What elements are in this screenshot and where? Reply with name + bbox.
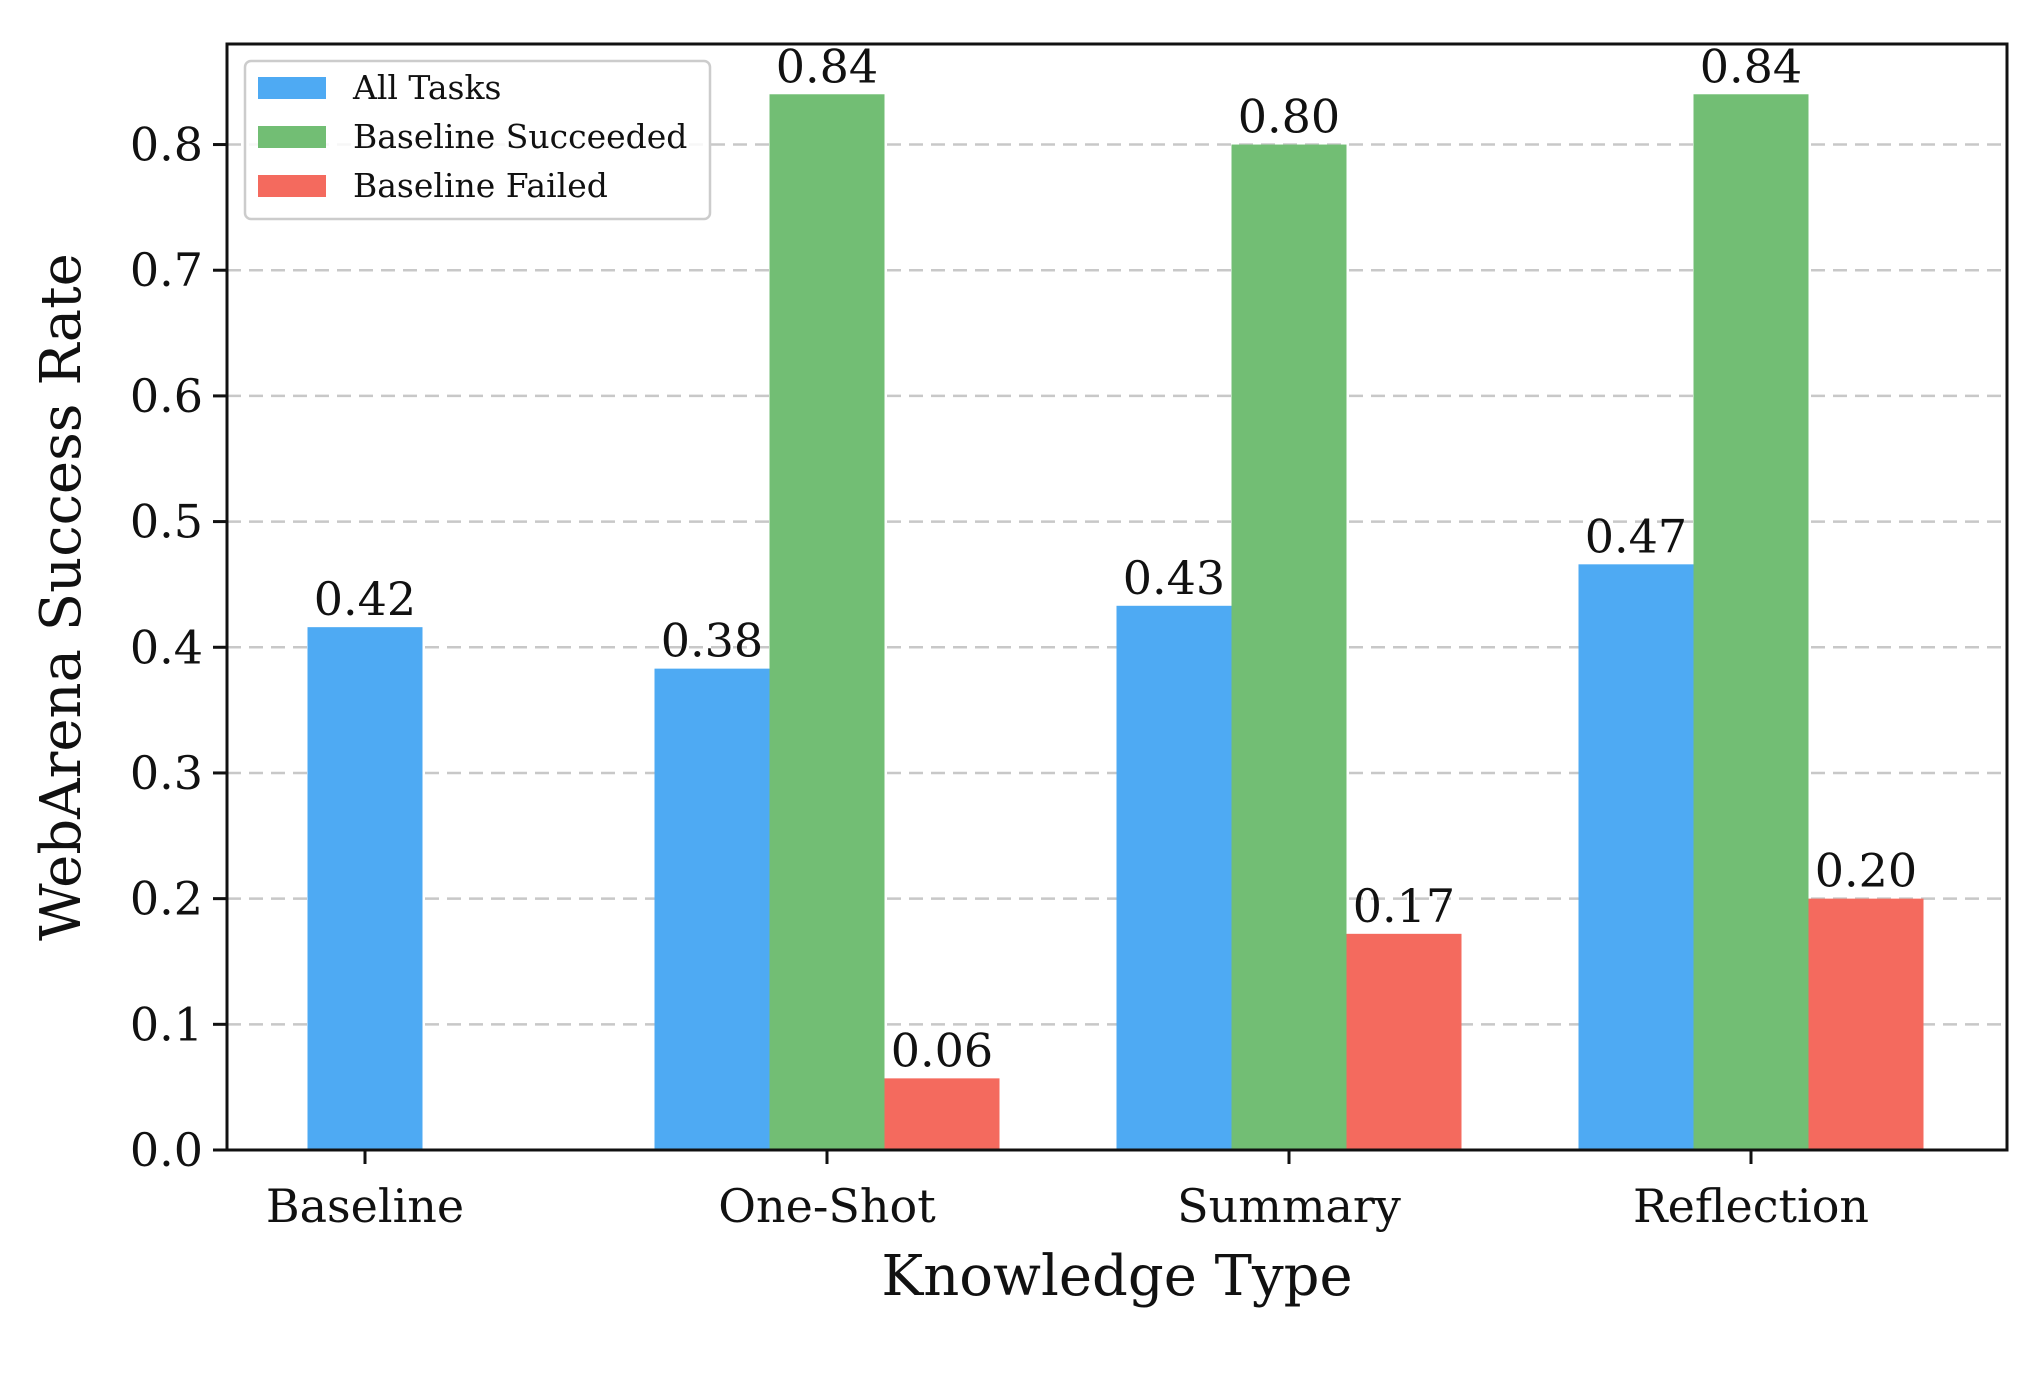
bar-label-summary-all-tasks: 0.43: [1123, 551, 1225, 605]
plot-frame: [225, 42, 2009, 1152]
y-tick-label: 0.6: [130, 369, 203, 423]
bar-baseline-all-tasks: [307, 627, 423, 1150]
bar-one-shot-baseline-failed: [884, 1078, 1000, 1150]
y-tick-label: 0.7: [130, 243, 203, 297]
x-tick-label-reflection: Reflection: [1633, 1179, 1869, 1233]
bars: [307, 94, 1924, 1151]
bar-label-summary-baseline-failed: 0.17: [1353, 879, 1455, 933]
legend-label-baseline-succeeded: Baseline Succeeded: [353, 117, 687, 156]
y-axis: 0.0 0.1 0.2 0.3 0.4 0.5 0.6 0.7 0.8: [130, 118, 227, 1177]
bar-reflection-all-tasks: [1578, 564, 1694, 1150]
bar-summary-baseline-succeeded: [1231, 144, 1347, 1150]
bar-one-shot-all-tasks: [654, 668, 770, 1150]
bar-reflection-baseline-failed: [1808, 898, 1924, 1150]
x-tick-label-baseline: Baseline: [266, 1179, 464, 1233]
y-tick-label: 0.1: [130, 997, 203, 1051]
bar-value-labels: 0.42 0.38 0.84 0.06 0.43 0.80 0.17 0.47 0.84 0.20: [314, 39, 1917, 1077]
bar-reflection-baseline-succeeded: [1693, 94, 1809, 1151]
y-tick-label: 0.8: [130, 118, 203, 172]
bar-label-reflection-baseline-failed: 0.20: [1815, 844, 1917, 898]
y-tick-label: 0.5: [130, 495, 203, 549]
bar-label-summary-baseline-succeeded: 0.80: [1238, 90, 1340, 144]
bar-summary-all-tasks: [1116, 605, 1232, 1150]
legend-box: [243, 59, 712, 221]
legend-label-all-tasks: All Tasks: [352, 68, 501, 107]
x-tick-label-one-shot: One-Shot: [718, 1179, 936, 1233]
legend-label-baseline-failed: Baseline Failed: [353, 166, 608, 205]
bar-label-reflection-baseline-succeeded: 0.84: [1700, 39, 1802, 93]
legend-swatch-baseline-failed: [258, 175, 326, 197]
y-tick-label: 0.3: [130, 746, 203, 800]
y-tick-label: 0.2: [130, 872, 203, 926]
bar-one-shot-baseline-succeeded: [769, 94, 885, 1151]
bar-label-one-shot-baseline-succeeded: 0.84: [776, 39, 878, 93]
y-tick-label: 0.0: [130, 1123, 203, 1177]
x-axis: Baseline One-Shot Summary Reflection: [266, 1150, 1869, 1233]
bar-label-one-shot-all-tasks: 0.38: [661, 614, 763, 668]
x-tick-label-summary: Summary: [1177, 1179, 1401, 1233]
y-axis-title: WebArena Success Rate: [29, 253, 94, 941]
legend: All Tasks Baseline Succeeded Baseline Fail…: [243, 59, 712, 221]
bar-label-one-shot-baseline-failed: 0.06: [891, 1023, 993, 1077]
legend-swatch-all-tasks: [258, 77, 326, 99]
legend-swatch-baseline-succeeded: [258, 126, 326, 148]
bar-label-baseline-all-tasks: 0.42: [314, 572, 416, 626]
x-axis-title: Knowledge Type: [881, 1244, 1352, 1309]
bar-summary-baseline-failed: [1346, 933, 1462, 1150]
bar-label-reflection-all-tasks: 0.47: [1585, 509, 1687, 563]
y-tick-label: 0.4: [130, 620, 203, 674]
